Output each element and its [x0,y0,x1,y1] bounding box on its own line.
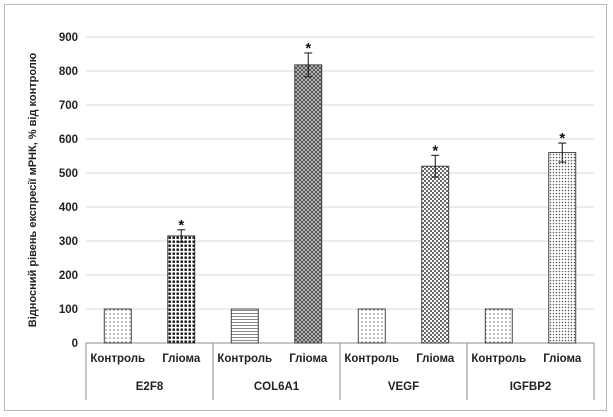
y-tick-label: 600 [59,134,78,146]
significance-marker: * [178,217,184,234]
bar-col6a1-glioma [294,64,323,344]
x-category-label: Гліома [416,353,455,365]
bar-vegf-glioma [421,165,450,344]
x-category-label: Гліома [543,353,582,365]
y-tick-label: 200 [59,270,78,282]
x-category-label: Контроль [217,353,272,365]
bars [103,52,577,344]
y-tick-label: 500 [59,168,78,180]
y-tick-label: 300 [59,236,78,248]
bar-vegf-control [357,308,386,344]
y-tick-label: 100 [59,304,78,316]
bar-e2f8-control [103,308,132,344]
labels: 0 100 200 300 400 500 600 700 800 900 Контроль * Глі… [27,32,582,393]
y-tick-label: 0 [72,338,78,350]
x-category-label: Контроль [344,353,399,365]
bar-col6a1-control [230,308,259,344]
y-tick-label: 400 [59,202,78,214]
x-group-label: IGFBP2 [510,381,552,393]
x-category-label: Контроль [471,353,526,365]
bar-e2f8-glioma [167,235,196,344]
significance-marker: * [305,40,311,57]
significance-marker: * [432,142,438,159]
x-group-label: COL6A1 [254,381,300,393]
x-category-label: Контроль [90,353,145,365]
bar-igfbp2-glioma [548,152,577,344]
y-tick-label: 800 [59,66,78,78]
x-group-label: VEGF [388,381,419,393]
bar-igfbp2-control [484,308,513,344]
x-category-label: Гліома [289,353,328,365]
significance-marker: * [559,130,565,147]
x-category-label: Гліома [162,353,201,365]
y-tick-label: 900 [59,32,78,44]
y-tick-label: 700 [59,100,78,112]
x-group-label: E2F8 [136,381,164,393]
y-axis-title: Відносний рівень експресії мРНК, % від к… [27,53,39,327]
gridlines [86,36,594,310]
